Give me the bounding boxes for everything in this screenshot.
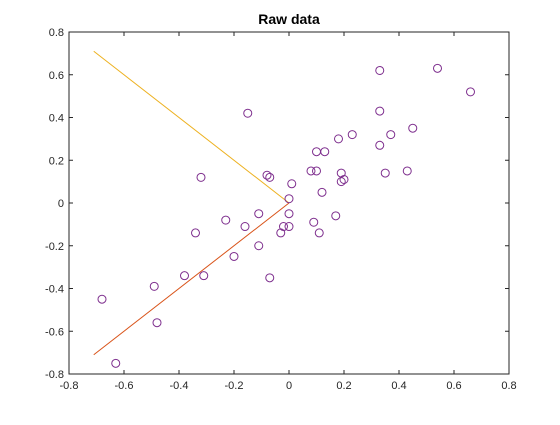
y-tick-label: 0.6 [49, 70, 64, 82]
data-point [386, 130, 396, 140]
x-tick-label: 0 [286, 380, 292, 392]
x-tick-label: -0.6 [115, 380, 134, 392]
data-point [317, 187, 327, 197]
y-tick-label: -0.2 [45, 241, 64, 253]
data-point [309, 217, 319, 227]
x-tick-label: -0.4 [170, 380, 189, 392]
data-point [262, 170, 272, 180]
data-point [111, 358, 121, 368]
data-point [279, 222, 288, 232]
data-point [229, 251, 239, 261]
axes: -0.8 -0.6 -0.4 -0.2 0 0.2 0.4 0.6 0.8 -0.8 -0.6 -0.… [45, 27, 517, 392]
data-point [265, 273, 275, 283]
direction-line-2 [93, 202, 290, 356]
data-point [152, 318, 162, 328]
data-point [221, 215, 231, 225]
scatter-points [97, 63, 475, 368]
data-point [149, 281, 159, 291]
data-point [331, 211, 341, 221]
data-point [375, 106, 385, 116]
data-point [336, 168, 346, 178]
data-point [312, 166, 321, 176]
data-point [199, 271, 209, 281]
data-point [240, 222, 250, 232]
data-point [196, 172, 206, 182]
data-point [284, 222, 294, 232]
data-point [380, 168, 390, 178]
x-tick-label: 0.2 [336, 380, 351, 392]
y-tick-label: -0.6 [45, 326, 64, 338]
y-tick-label: -0.4 [45, 284, 64, 296]
data-point [375, 65, 385, 75]
x-tick-label: 0.8 [501, 380, 516, 392]
data-point [375, 140, 385, 150]
x-tick-label: 0.6 [446, 380, 461, 392]
y-tick-label: -0.8 [45, 369, 64, 381]
data-point [347, 130, 357, 140]
data-point [466, 87, 475, 97]
data-point [97, 294, 107, 304]
data-point [276, 228, 286, 238]
data-point [284, 194, 294, 204]
data-point [243, 108, 253, 118]
data-point [287, 179, 297, 189]
data-point [265, 172, 275, 182]
data-point [254, 241, 264, 251]
y-tick-label: 0 [58, 198, 64, 210]
data-point [339, 174, 349, 184]
x-tick-label: -0.2 [225, 380, 244, 392]
y-tick-label: 0.8 [49, 27, 64, 39]
data-point [336, 177, 346, 187]
data-point [433, 63, 442, 73]
y-tick-label: 0.2 [49, 155, 64, 167]
data-point [402, 166, 412, 176]
data-point [320, 147, 330, 157]
x-tick-label: 0.4 [391, 380, 406, 392]
direction-lines [93, 50, 290, 356]
data-point [306, 166, 316, 176]
data-point [312, 147, 321, 157]
data-point [254, 209, 264, 219]
data-point [334, 134, 343, 144]
chart-title: Raw data [258, 11, 320, 27]
direction-line-1 [93, 50, 290, 204]
data-point [284, 209, 294, 219]
data-point [408, 123, 418, 133]
data-point [180, 271, 189, 281]
data-point [314, 228, 324, 238]
data-point [191, 228, 200, 238]
x-tick-label: -0.8 [60, 380, 79, 392]
y-tick-label: 0.4 [49, 113, 64, 125]
